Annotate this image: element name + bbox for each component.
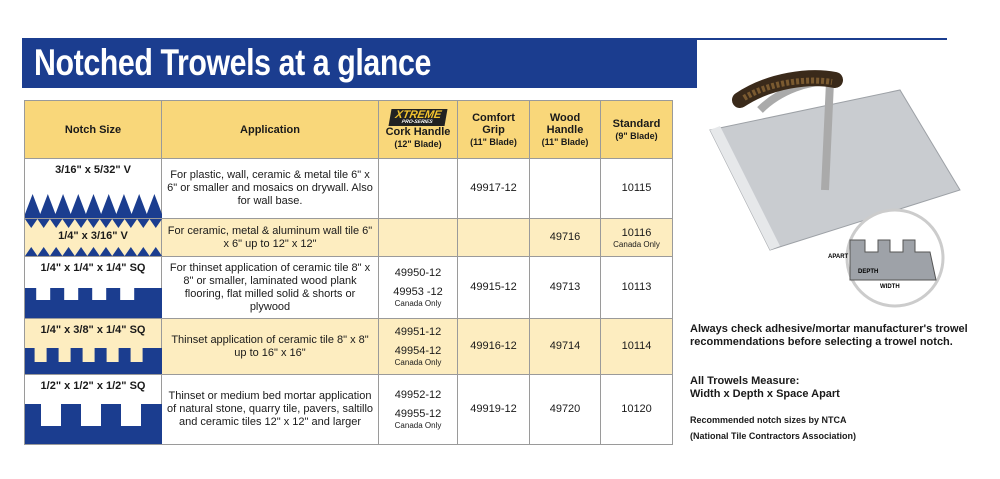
- part-number: 10116: [621, 226, 652, 239]
- diagram-label: APART: [828, 254, 849, 260]
- part-cell: 10115: [600, 158, 673, 219]
- ntca-full: (National Tile Contractors Association): [690, 431, 857, 441]
- part-cell: 49952-12 49955-12 Canada Only: [378, 374, 458, 445]
- part-number: 10120: [621, 403, 652, 415]
- part-cell: 49915-12: [457, 256, 530, 319]
- brand-logo: XTREME PRO-SERIES: [388, 109, 448, 126]
- part-note: Canada Only: [613, 239, 660, 249]
- part-note: Canada Only: [394, 421, 442, 430]
- notch-size: 1/4" x 3/16" V: [58, 230, 128, 242]
- table-row: 1/2" x 1/2" x 1/2" SQ Thinset or medium b…: [24, 374, 673, 445]
- banner-line: [697, 38, 947, 40]
- part-cell: 49950-12 49953 -12 Canada Only: [378, 256, 458, 319]
- part-cell: 49716: [529, 218, 601, 257]
- blade-size: (11" Blade): [541, 136, 589, 147]
- application: For ceramic, metal & aluminum wall tile …: [161, 218, 379, 257]
- column-header: Wood Handle (11" Blade): [529, 100, 601, 159]
- notch-graphic: [25, 288, 162, 318]
- column-header: XTREME PRO-SERIES Cork Handle (12" Blade): [378, 100, 458, 159]
- notch-graphic: [25, 219, 162, 256]
- notch-cell: 1/4" x 3/8" x 1/4" SQ: [24, 318, 162, 375]
- trowel-illustration: APART DEPTH WIDTH: [709, 70, 961, 308]
- part-note: Canada Only: [394, 358, 442, 367]
- part-cell: 10113: [600, 256, 673, 319]
- part-cell: 49714: [529, 318, 601, 375]
- page-title: Notched Trowels at a glance: [34, 42, 431, 83]
- measure-title: All Trowels Measure:: [690, 375, 800, 387]
- part-number: 49917-12: [470, 182, 517, 194]
- table-row: 3/16" x 5/32" V For plastic, wall, cerami…: [24, 158, 673, 219]
- notch-size: 1/4" x 1/4" x 1/4" SQ: [40, 262, 146, 274]
- notch-size: 1/4" x 3/8" x 1/4" SQ: [40, 324, 146, 336]
- notch-cell: 1/4" x 1/4" x 1/4" SQ: [24, 256, 162, 319]
- part-cell: 49916-12: [457, 318, 530, 375]
- part-number: 49950-12: [394, 267, 442, 279]
- column-label: Standard: [612, 117, 661, 130]
- part-number: 49954-12: [394, 345, 442, 357]
- notch-graphic: [25, 404, 162, 444]
- column-header: Application: [161, 100, 379, 159]
- part-cell: 49917-12: [457, 158, 530, 219]
- part-note: Canada Only: [394, 299, 442, 308]
- blade-size: (9" Blade): [615, 130, 658, 141]
- part-cell: [378, 158, 458, 219]
- advice: Always check adhesive/mortar manufacture…: [690, 323, 968, 348]
- part-number: 10114: [621, 340, 652, 352]
- part-cell: 49720: [529, 374, 601, 445]
- part-number: 49916-12: [470, 340, 517, 352]
- part-cell: 49951-12 49954-12 Canada Only: [378, 318, 458, 375]
- part-cell: 49919-12: [457, 374, 530, 445]
- ntca: Recommended notch sizes by NTCA: [690, 415, 847, 425]
- table-row: 1/4" x 3/16" V For ceramic, metal & alumi…: [24, 218, 673, 257]
- part-cell: [529, 158, 601, 219]
- part-number: 49953 -12: [393, 286, 443, 298]
- part-number: 49716: [549, 231, 581, 243]
- column-label: Cork Handle: [385, 126, 451, 138]
- measure: Width x Depth x Space Apart: [690, 388, 840, 400]
- part-cell: 49713: [529, 256, 601, 319]
- part-number: 49714: [549, 340, 581, 352]
- blade-size: (11" Blade): [470, 136, 517, 147]
- application: For thinset application of ceramic tile …: [161, 256, 379, 319]
- notch-cell: 1/2" x 1/2" x 1/2" SQ: [24, 374, 162, 445]
- part-cell: 10114: [600, 318, 673, 375]
- notch-graphic: [25, 348, 162, 374]
- column-label: Comfort Grip: [472, 111, 515, 136]
- part-number: 49951-12: [394, 326, 442, 338]
- notch-size: 1/2" x 1/2" x 1/2" SQ: [40, 380, 146, 392]
- table-row: 1/4" x 3/8" x 1/4" SQ Thinset application…: [24, 318, 673, 375]
- column-label: Wood Handle: [546, 111, 584, 136]
- column-header: Notch Size: [24, 100, 162, 159]
- diagram-label: WIDTH: [880, 284, 900, 290]
- application: Thinset or medium bed mortar application…: [161, 374, 379, 445]
- part-number: 49919-12: [470, 403, 517, 415]
- blade-size: (12" Blade): [394, 139, 442, 149]
- part-number: 49713: [549, 281, 581, 293]
- part-number: 49952-12: [394, 389, 442, 401]
- notch-graphic: [25, 194, 162, 218]
- part-number: 10115: [621, 182, 652, 194]
- notch-cell: 1/4" x 3/16" V: [24, 218, 162, 257]
- part-cell: 10120: [600, 374, 673, 445]
- application: For plastic, wall, ceramic & metal tile …: [161, 158, 379, 219]
- part-cell: 10116 Canada Only: [600, 218, 673, 257]
- title-banner: [22, 38, 697, 88]
- table-row: 1/4" x 1/4" x 1/4" SQ For thinset applica…: [24, 256, 673, 319]
- part-number: 49915-12: [470, 281, 517, 293]
- column-label: Application: [240, 123, 300, 136]
- column-header: Standard (9" Blade): [600, 100, 673, 159]
- part-number: 49955-12: [394, 408, 442, 420]
- diagram-label: DEPTH: [858, 269, 878, 275]
- notch-size: 3/16" x 5/32" V: [55, 164, 131, 176]
- part-number: 49720: [549, 403, 581, 415]
- part-number: 10113: [621, 281, 652, 293]
- trowel-table: Notch Size Application XTREME PRO-SERIES Cor…: [24, 100, 673, 445]
- part-cell: [457, 218, 530, 257]
- application: Thinset application of ceramic tile 8" x…: [161, 318, 379, 375]
- column-label: Notch Size: [64, 123, 122, 136]
- part-cell: [378, 218, 458, 257]
- notch-cell: 3/16" x 5/32" V: [24, 158, 162, 219]
- column-header: Comfort Grip (11" Blade): [457, 100, 530, 159]
